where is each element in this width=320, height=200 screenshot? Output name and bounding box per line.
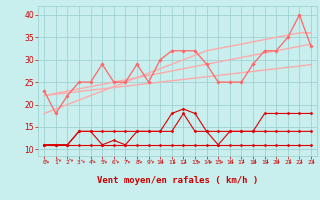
Text: ↑: ↑ [308,156,314,161]
X-axis label: Vent moyen/en rafales ( km/h ): Vent moyen/en rafales ( km/h ) [97,176,258,185]
Text: ↑: ↑ [145,156,152,163]
Text: ↑: ↑ [110,156,117,163]
Text: ↑: ↑ [64,156,71,163]
Text: ↑: ↑ [181,156,186,161]
Text: ↑: ↑ [227,156,232,161]
Text: ↑: ↑ [76,156,83,163]
Text: ↑: ↑ [122,156,129,163]
Text: ↑: ↑ [262,156,267,161]
Text: ↑: ↑ [87,156,94,163]
Text: ↑: ↑ [157,156,163,161]
Text: ↑: ↑ [297,156,302,161]
Text: ↑: ↑ [99,156,106,163]
Text: ↑: ↑ [250,156,256,161]
Text: ↑: ↑ [203,156,210,163]
Text: ↑: ↑ [239,156,244,161]
Text: ↑: ↑ [285,156,291,161]
Text: ↑: ↑ [191,156,199,163]
Text: ↑: ↑ [274,156,279,161]
Text: ↑: ↑ [169,156,174,161]
Text: ↑: ↑ [215,156,222,163]
Text: ↑: ↑ [41,156,48,163]
Text: ↑: ↑ [52,156,59,163]
Text: ↑: ↑ [133,156,140,163]
